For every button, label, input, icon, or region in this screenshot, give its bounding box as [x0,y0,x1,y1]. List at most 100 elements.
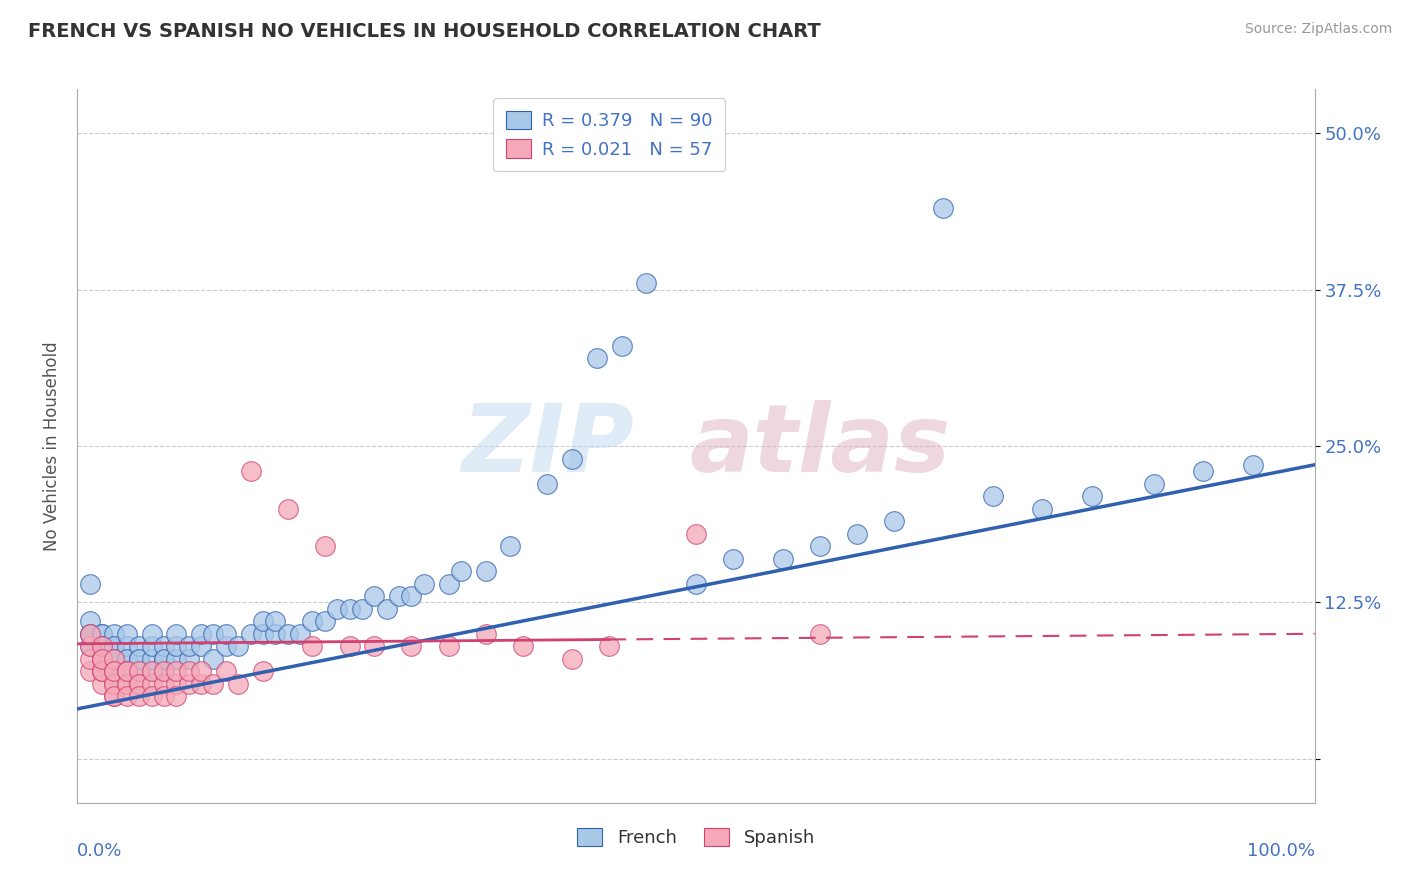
Point [314,539,336,553]
Point [91,652,114,666]
Point [165,677,187,691]
Point [103,690,125,704]
Point [350,601,373,615]
Point [141,690,163,704]
Point [252,665,274,679]
Point [103,652,125,666]
Point [339,601,361,615]
Point [1241,458,1264,472]
Text: FRENCH VS SPANISH NO VEHICLES IN HOUSEHOLD CORRELATION CHART: FRENCH VS SPANISH NO VEHICLES IN HOUSEHO… [28,22,821,41]
Point [808,539,831,553]
Point [561,652,583,666]
Point [91,640,114,654]
Point [128,652,150,666]
Point [91,640,114,654]
Text: 0.0%: 0.0% [77,842,122,860]
Point [177,652,200,666]
Point [103,627,125,641]
Point [153,640,176,654]
Point [103,677,125,691]
Point [474,627,496,641]
Point [388,589,411,603]
Point [79,614,101,628]
Point [932,201,955,215]
Point [103,652,125,666]
Point [165,652,187,666]
Point [115,665,138,679]
Point [79,576,101,591]
Point [153,677,176,691]
Point [586,351,609,366]
Point [721,551,744,566]
Point [401,640,423,654]
Point [91,627,114,641]
Point [115,640,138,654]
Point [202,652,225,666]
Point [153,652,176,666]
Point [561,451,583,466]
Point [363,589,385,603]
Point [128,677,150,691]
Text: 100.0%: 100.0% [1247,842,1315,860]
Point [79,627,101,641]
Point [339,640,361,654]
Point [153,652,176,666]
Point [141,640,163,654]
Point [115,652,138,666]
Point [239,627,262,641]
Point [314,614,336,628]
Point [412,576,434,591]
Point [79,665,101,679]
Point [685,576,707,591]
Legend: French, Spanish: French, Spanish [567,817,825,858]
Point [1192,464,1215,478]
Point [128,690,150,704]
Text: Source: ZipAtlas.com: Source: ZipAtlas.com [1244,22,1392,37]
Point [165,690,187,704]
Point [177,640,200,654]
Point [141,677,163,691]
Point [636,277,658,291]
Point [277,627,299,641]
Point [91,627,114,641]
Point [474,564,496,578]
Point [288,627,311,641]
Point [115,665,138,679]
Point [226,677,249,691]
Point [141,627,163,641]
Point [981,489,1004,503]
Point [103,665,125,679]
Point [190,627,212,641]
Point [91,652,114,666]
Point [190,665,212,679]
Point [115,665,138,679]
Point [883,514,905,528]
Point [264,627,287,641]
Point [103,665,125,679]
Point [115,677,138,691]
Point [1143,476,1166,491]
Point [512,640,534,654]
Point [437,576,460,591]
Point [202,677,225,691]
Point [177,665,200,679]
Point [79,640,101,654]
Point [536,476,558,491]
Point [103,640,125,654]
Point [103,652,125,666]
Text: atlas: atlas [689,400,950,492]
Point [401,589,423,603]
Point [91,665,114,679]
Point [79,640,101,654]
Point [437,640,460,654]
Point [215,627,238,641]
Point [239,464,262,478]
Point [215,665,238,679]
Point [91,640,114,654]
Point [1081,489,1104,503]
Point [165,640,187,654]
Point [301,614,323,628]
Point [499,539,522,553]
Point [190,640,212,654]
Point [91,640,114,654]
